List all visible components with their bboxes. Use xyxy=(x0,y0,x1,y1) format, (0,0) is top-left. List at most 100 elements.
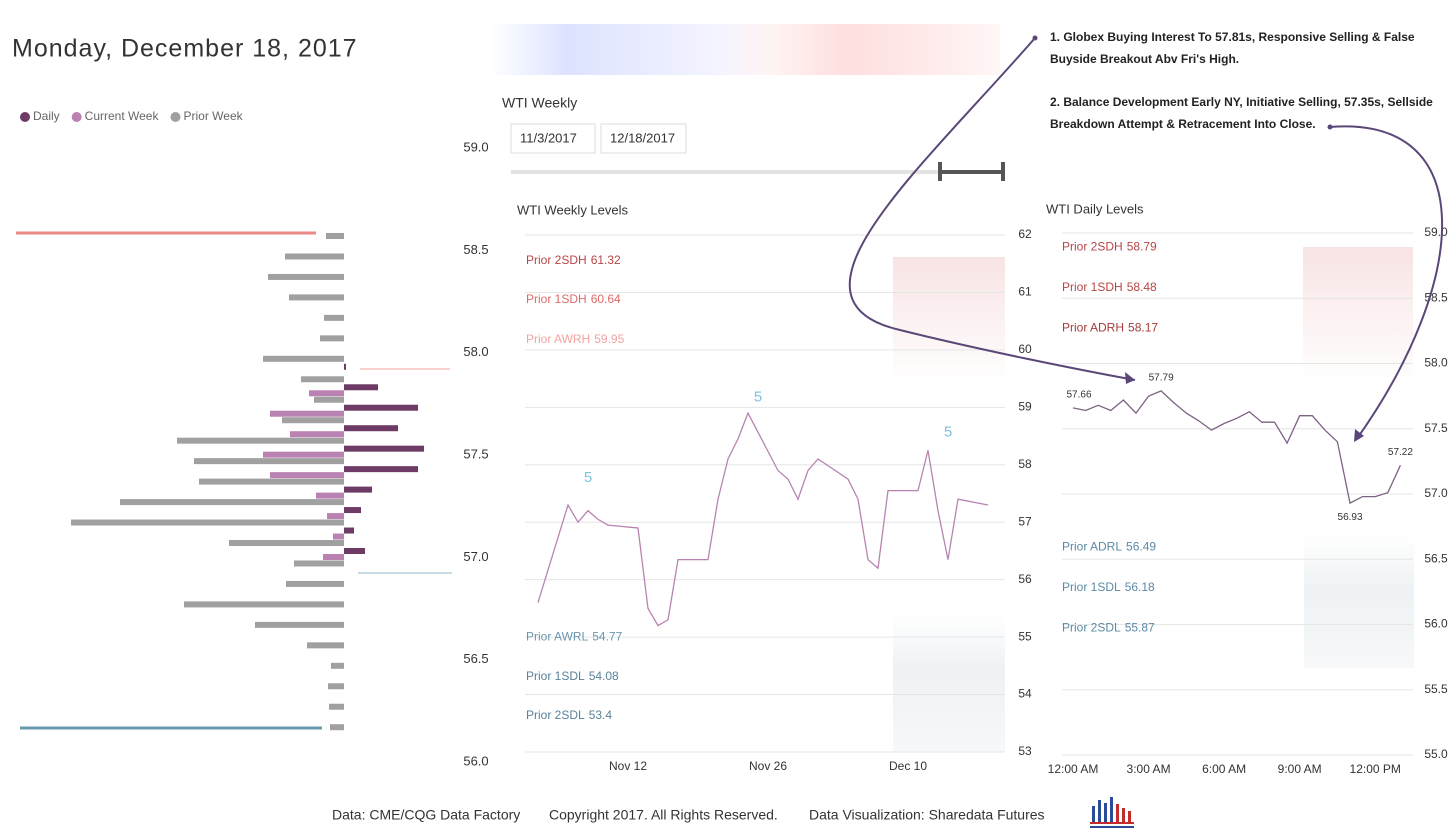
arrow-origin xyxy=(1327,124,1333,130)
y-tick-label: 57.5 xyxy=(1424,421,1448,435)
level-value: 59.95 xyxy=(594,332,624,346)
y-tick-label: 56.0 xyxy=(463,753,488,768)
profile-bar xyxy=(344,445,424,452)
y-tick-label: 56.0 xyxy=(1424,617,1448,631)
profile-bar xyxy=(344,363,346,370)
level-label: Prior 2SDL 55.87 xyxy=(1062,621,1155,635)
annotation: 5 xyxy=(944,424,952,441)
level-value: 55.87 xyxy=(1125,621,1155,635)
level-label: Prior 1SDL 56.18 xyxy=(1062,580,1155,594)
profile-bar xyxy=(344,425,398,432)
profile-bar xyxy=(344,548,365,555)
level-value: 53.4 xyxy=(589,708,613,722)
y-tick-label: 59 xyxy=(1018,400,1032,414)
profile-bar xyxy=(344,507,361,514)
level-name: Prior 1SDH xyxy=(526,292,587,306)
y-tick-label: 59.0 xyxy=(1424,225,1448,239)
profile-bar xyxy=(316,492,344,499)
arrowhead xyxy=(1354,429,1364,442)
profile-bar xyxy=(71,519,344,526)
arrow xyxy=(848,37,1136,381)
profile-bar xyxy=(120,499,344,506)
slicer-title: WTI Weekly xyxy=(502,95,577,111)
level-label: Prior 2SDH 58.79 xyxy=(1062,240,1157,254)
y-tick-label: 61 xyxy=(1018,285,1032,299)
footer-text: Copyright 2017. All Rights Reserved. xyxy=(549,807,778,823)
level-name: Prior ADRH xyxy=(1062,320,1124,334)
plots: 59.0 58.5 58.0 57.5 57.0 56.5 56.0 Daily Current… xyxy=(20,109,1448,776)
level-name: Prior 2SDL xyxy=(1062,621,1121,635)
footer-text: Data Visualization: Sharedata Futures xyxy=(809,807,1045,823)
profile-bar xyxy=(320,335,344,342)
profile-bar xyxy=(290,431,344,438)
level-name: Prior ADRL xyxy=(1062,540,1122,554)
profile-bar xyxy=(330,724,344,731)
profile-bar xyxy=(333,533,344,540)
shade xyxy=(893,257,1005,385)
data-label: 57.22 xyxy=(1388,447,1413,458)
y-tick-label: 58.5 xyxy=(463,242,488,257)
profile-bar xyxy=(194,458,344,465)
y-tick-label: 57 xyxy=(1018,514,1032,528)
level-name: Prior AWRH xyxy=(526,332,590,346)
arrow xyxy=(1329,125,1444,441)
chart-title: WTI Daily Levels xyxy=(1046,201,1144,216)
level-value: 58.17 xyxy=(1128,320,1158,334)
profile-bar xyxy=(327,513,344,520)
end-date[interactable]: 12/18/2017 xyxy=(610,130,675,145)
level-name: Prior 1SDL xyxy=(526,669,585,683)
x-tick-label: 9:00 AM xyxy=(1278,762,1322,776)
profile-bar xyxy=(263,355,344,362)
y-tick-label: 57.5 xyxy=(463,446,488,461)
y-tick-label: 60 xyxy=(1018,342,1032,356)
level-label: Prior 2SDH 61.32 xyxy=(526,253,621,267)
y-tick-label: 55 xyxy=(1018,629,1032,643)
logo xyxy=(1090,797,1134,828)
legend-label: Daily xyxy=(33,109,60,123)
level-value: 54.77 xyxy=(592,629,622,643)
level-value: 58.48 xyxy=(1127,280,1157,294)
legend-label: Current Week xyxy=(85,109,160,123)
profile-bar xyxy=(344,384,378,391)
profile-bar xyxy=(263,451,344,458)
level-label: Prior 1SDH 60.64 xyxy=(526,292,621,306)
profile-bar xyxy=(309,390,344,397)
profile-bar xyxy=(324,314,344,321)
y-tick-label: 54 xyxy=(1018,687,1032,701)
profile-bar xyxy=(268,273,344,280)
page-title: Monday, December 18, 2017 xyxy=(12,35,358,63)
profile-bar xyxy=(326,233,344,240)
x-tick-label: 3:00 AM xyxy=(1127,762,1171,776)
x-tick-label: Nov 12 xyxy=(609,759,647,773)
data-label: 57.66 xyxy=(1066,390,1091,401)
level-name: Prior 2SDH xyxy=(1062,240,1123,254)
x-tick-label: Dec 10 xyxy=(889,759,927,773)
date-input[interactable] xyxy=(510,123,596,154)
profile-bar xyxy=(177,437,344,444)
profile-bar xyxy=(285,253,344,260)
level-value: 54.08 xyxy=(589,669,619,683)
profile-bar xyxy=(255,621,344,628)
date-input[interactable] xyxy=(600,123,687,154)
level-name: Prior 2SDH xyxy=(526,253,587,267)
y-tick-label: 57.0 xyxy=(463,549,488,564)
profile-bar xyxy=(270,410,344,417)
footer-text: Data: CME/CQG Data Factory xyxy=(332,807,520,823)
profile-bar xyxy=(329,703,344,710)
level-value: 56.49 xyxy=(1126,540,1156,554)
banner xyxy=(490,24,1000,75)
level-label: Prior 1SDH 58.48 xyxy=(1062,280,1157,294)
level-name: Prior 2SDL xyxy=(526,708,585,722)
y-tick-label: 59.0 xyxy=(463,139,488,154)
y-tick-label: 56.5 xyxy=(1424,551,1448,565)
x-tick-label: 6:00 AM xyxy=(1202,762,1246,776)
profile-bar xyxy=(286,580,344,587)
level-name: Prior AWRL xyxy=(526,629,589,643)
profile-bar xyxy=(294,560,344,567)
level-label: Prior ADRL 56.49 xyxy=(1062,540,1156,554)
start-date[interactable]: 11/3/2017 xyxy=(520,130,577,145)
level-value: 61.32 xyxy=(591,253,621,267)
profile-bar xyxy=(199,478,344,485)
y-tick-label: 53 xyxy=(1018,744,1032,758)
profile-bar xyxy=(314,396,344,403)
